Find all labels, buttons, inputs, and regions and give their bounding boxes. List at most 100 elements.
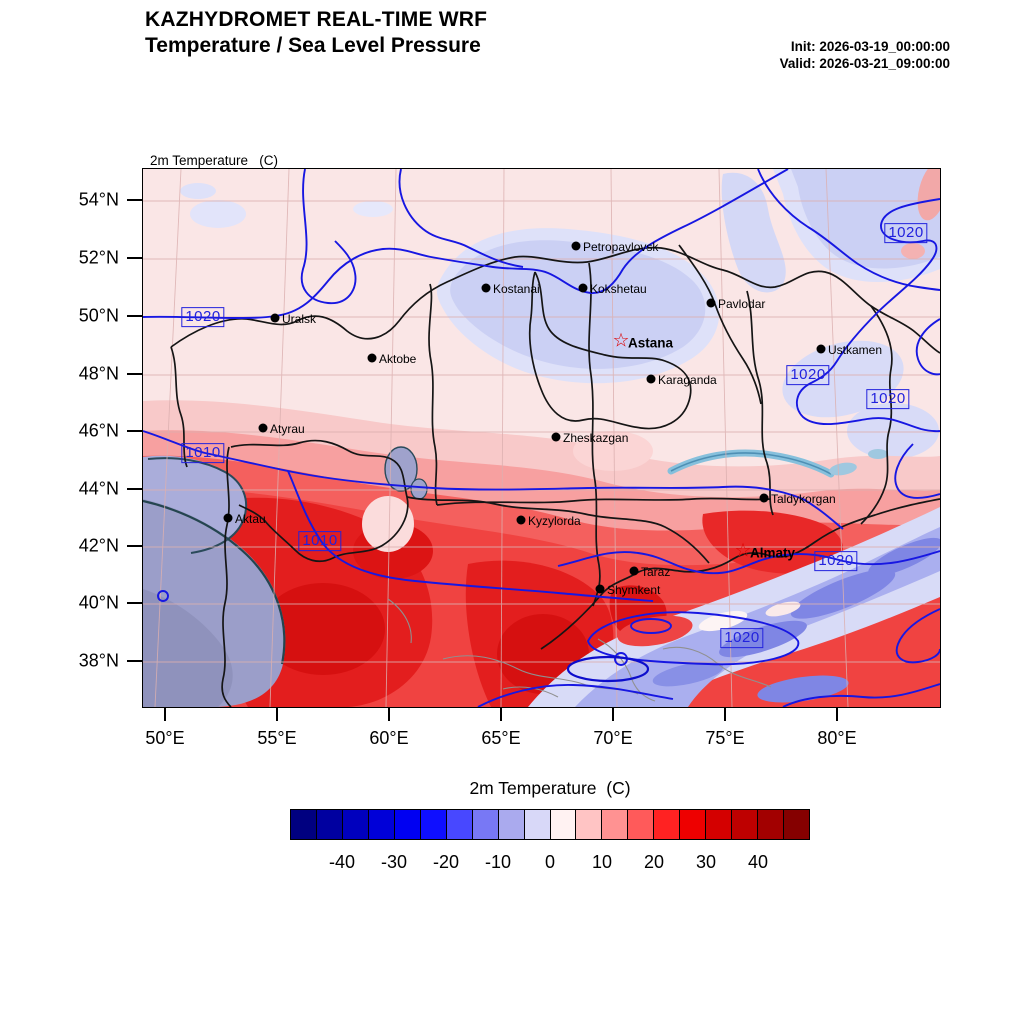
lon-tick-mark [500, 708, 502, 721]
weather-map: Petropavlovsk Kostanai Kokshetau Pavlodar Ur… [143, 169, 940, 707]
city-label: Aktobe [379, 352, 417, 366]
city-label: Kyzylorda [528, 514, 581, 528]
city-marker [706, 298, 716, 308]
colorbar-scale [290, 809, 810, 840]
lon-tick-mark [836, 708, 838, 721]
city-label: Pavlodar [718, 297, 766, 311]
city-label: Petropavlovsk [583, 240, 659, 254]
colorbar-cell [732, 810, 759, 839]
lon-tick-mark [276, 708, 278, 721]
city-label: Kokshetau [590, 282, 647, 296]
city-marker [270, 313, 280, 323]
field-label-temperature: 2m Temperature (C) [150, 153, 279, 168]
colorbar: 2m Temperature (C) -40 -30 -20 -10 0 10 20 30 40 [290, 778, 810, 878]
lon-tick-mark [164, 708, 166, 721]
city-marker [571, 241, 581, 251]
map-frame: Petropavlovsk Kostanai Kokshetau Pavlodar Ur… [142, 168, 941, 708]
lon-tick-mark [388, 708, 390, 721]
lat-tick-mark [127, 602, 142, 604]
city-marker [646, 374, 656, 384]
colorbar-tick-label: -20 [432, 852, 460, 872]
city-marker [516, 515, 526, 525]
map-raster [143, 169, 940, 707]
city-label: Karaganda [658, 373, 717, 387]
lat-tick-label: 44°N [78, 478, 119, 499]
app-title: KAZHYDROMET REAL-TIME WRF [145, 8, 488, 31]
city-marker-star: ☆ [612, 330, 630, 352]
lat-tick-label: 46°N [78, 420, 119, 441]
lat-tick-label: 40°N [78, 592, 119, 613]
city-label: Almaty [750, 545, 796, 561]
city-marker [481, 283, 491, 293]
city-label: Aktau [235, 512, 266, 526]
region-borders [170, 244, 940, 707]
city-label: Ustkamen [828, 343, 883, 357]
colorbar-cell [524, 810, 551, 839]
pressure-contour-label: 1020 [866, 389, 910, 409]
lat-tick-label: 50°N [78, 305, 119, 326]
lon-tick-label: 60°E [369, 728, 409, 748]
lon-tick-label: 80°E [817, 728, 857, 748]
colorbar-tick-label: 30 [695, 852, 717, 872]
city-marker [629, 566, 639, 576]
city-label: Taraz [641, 565, 671, 579]
lat-tick-mark [127, 373, 142, 375]
city-marker-star: ☆ [734, 540, 752, 562]
colorbar-cell [680, 810, 707, 839]
colorbar-cell [368, 810, 395, 839]
lat-tick-mark [127, 660, 142, 662]
lon-tick-mark [612, 708, 614, 721]
city-marker [258, 423, 268, 433]
colorbar-cell [291, 810, 317, 839]
lat-tick-mark [127, 315, 142, 317]
city-label: Taldykorgan [771, 492, 836, 506]
forecast-times: Init: 2026-03-19_00:00:00 Valid: 2026-03… [780, 38, 950, 72]
city-marker [595, 584, 605, 594]
lon-tick-label: 75°E [705, 728, 745, 748]
colorbar-cell [394, 810, 421, 839]
colorbar-cell [576, 810, 603, 839]
colorbar-title: 2m Temperature (C) [469, 778, 631, 798]
city-label: Shymkent [607, 583, 661, 597]
water-bodies [143, 446, 888, 707]
lat-tick-mark [127, 488, 142, 490]
title-block: KAZHYDROMET REAL-TIME WRF Temperature / … [145, 8, 487, 58]
lat-tick-mark [127, 430, 142, 432]
lat-tick-label: 48°N [78, 363, 119, 384]
colorbar-cell [602, 810, 629, 839]
colorbar-cell [758, 810, 785, 839]
colorbar-tick-label: 0 [544, 852, 556, 872]
pressure-contour-label: 1020 [720, 628, 764, 648]
pressure-contour-label: 1010 [181, 443, 225, 463]
colorbar-cell [550, 810, 577, 839]
colorbar-tick-label: 20 [643, 852, 665, 872]
lat-tick-mark [127, 257, 142, 259]
city-label: Atyrau [270, 422, 305, 436]
pressure-contour-label: 1020 [181, 307, 225, 327]
init-time: Init: 2026-03-19_00:00:00 [790, 39, 950, 54]
city-marker [578, 283, 588, 293]
lat-tick-label: 42°N [78, 535, 119, 556]
colorbar-cell [784, 810, 810, 839]
city-label: Uralsk [282, 312, 317, 326]
city-marker [551, 432, 561, 442]
colorbar-tick-label: -40 [328, 852, 356, 872]
lat-tick-label: 54°N [78, 189, 119, 210]
colorbar-tick-label: 10 [591, 852, 613, 872]
lon-tick-label: 70°E [593, 728, 633, 748]
colorbar-cell [706, 810, 733, 839]
colorbar-cell [342, 810, 369, 839]
pressure-contour-label: 1020 [786, 365, 830, 385]
city-label: Astana [628, 335, 674, 351]
colorbar-tick-label: -10 [484, 852, 512, 872]
colorbar-tick-labels: -40 -30 -20 -10 0 10 20 30 40 [290, 852, 810, 878]
city-marker [223, 513, 233, 523]
colorbar-cell [472, 810, 499, 839]
city-label: Zheskazgan [563, 431, 629, 445]
pressure-contour-label: 1020 [884, 223, 928, 243]
colorbar-cell [498, 810, 525, 839]
lon-tick-mark [724, 708, 726, 721]
pressure-contour-label: 1020 [814, 551, 858, 571]
lat-tick-mark [127, 199, 142, 201]
